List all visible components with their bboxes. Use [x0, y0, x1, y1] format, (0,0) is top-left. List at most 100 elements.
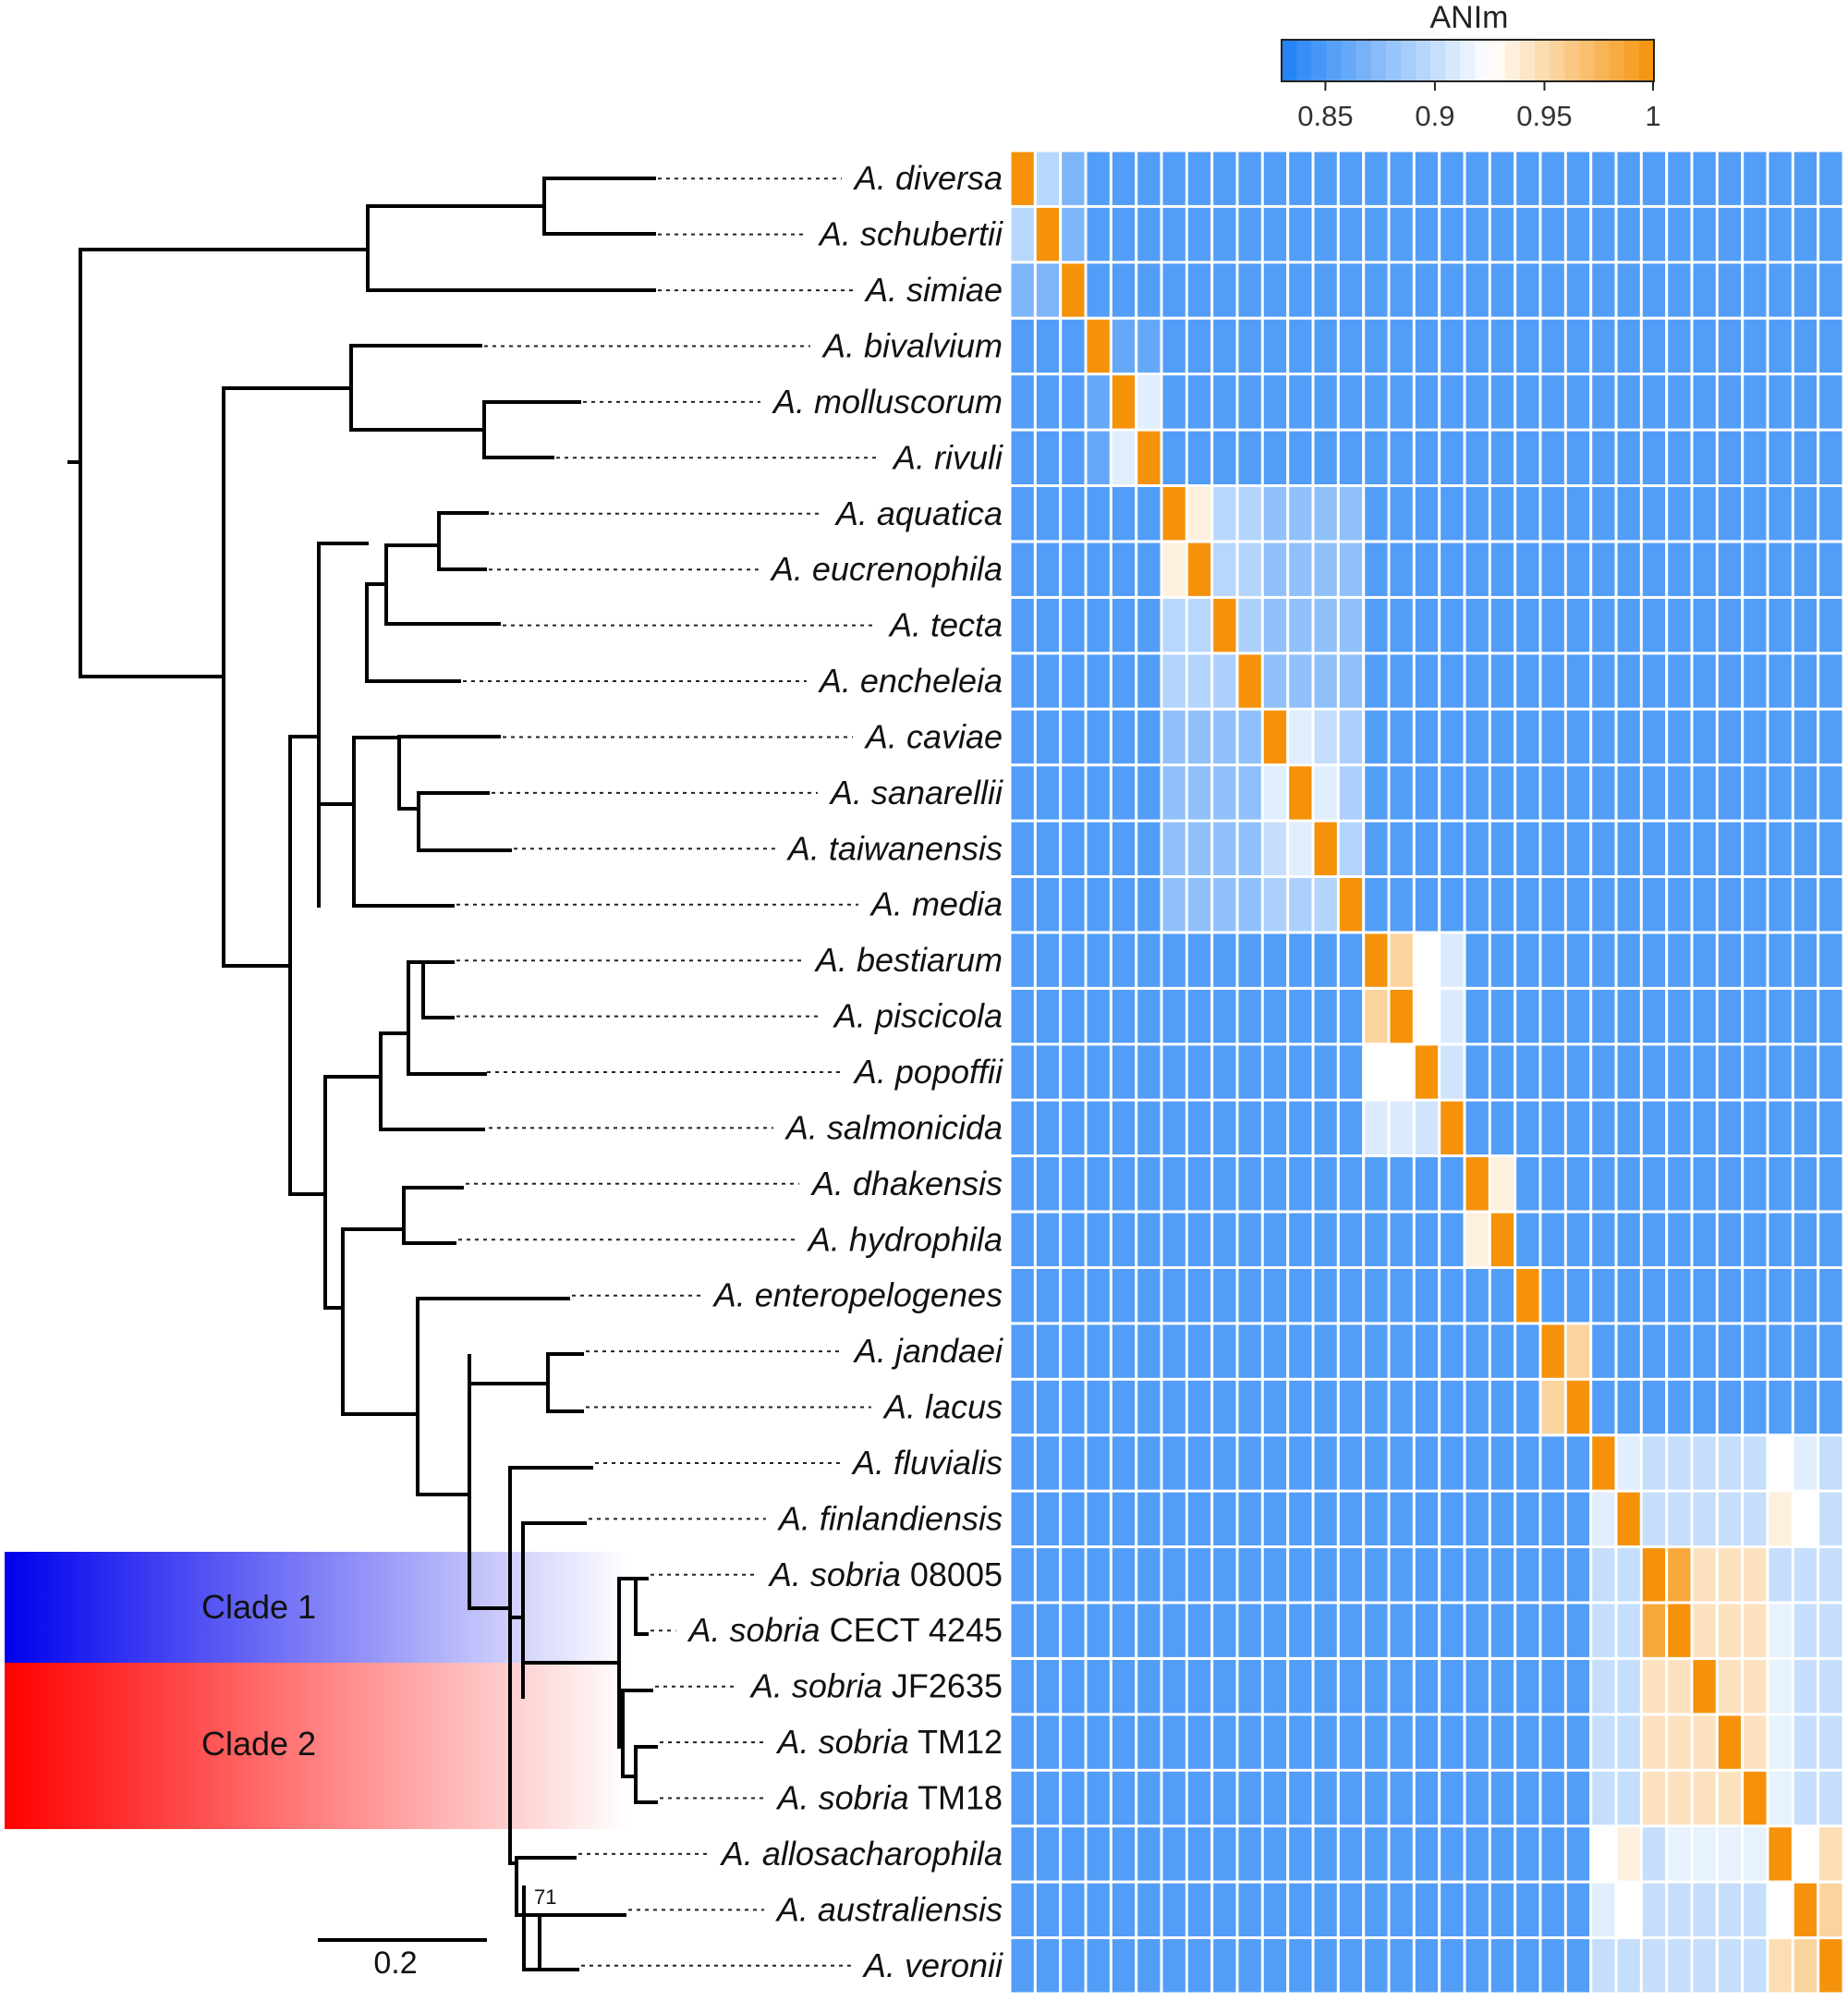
- heatmap-cell: [1693, 319, 1716, 373]
- heatmap-cell: [1693, 1101, 1716, 1155]
- heatmap-cell: [1263, 1101, 1287, 1155]
- heatmap-cell: [1112, 1101, 1136, 1155]
- heatmap-cell: [1238, 598, 1261, 653]
- heatmap-cell: [1718, 598, 1742, 653]
- heatmap-cell: [1289, 1436, 1312, 1490]
- taxon-label: A. lacus: [882, 1388, 1003, 1426]
- heatmap-cell: [1087, 654, 1110, 708]
- heatmap-cell: [1541, 989, 1564, 1043]
- heatmap-cell: [1213, 1939, 1236, 1993]
- heatmap-cell: [1465, 1380, 1489, 1434]
- heatmap-cell: [1062, 1604, 1085, 1657]
- heatmap-cell: [1390, 487, 1413, 541]
- heatmap-cell: [1289, 710, 1312, 764]
- heatmap-cell: [1062, 1436, 1085, 1490]
- tree-branch-main: [222, 735, 292, 1196]
- heatmap-cell: [1162, 710, 1185, 764]
- heatmap-cell: [1592, 989, 1615, 1043]
- heatmap-cell: [1365, 1045, 1388, 1099]
- heatmap-cell: [1112, 1213, 1136, 1266]
- heatmap-cell: [1465, 1660, 1489, 1714]
- heatmap-cell: [1365, 1324, 1388, 1378]
- heatmap-cell: [1289, 1939, 1312, 1993]
- heatmap-cell: [1263, 1827, 1287, 1881]
- heatmap-cell: [1793, 1045, 1818, 1099]
- heatmap-cell: [1769, 207, 1792, 262]
- heatmap-cell: [1238, 1213, 1261, 1266]
- heatmap-cell: [1112, 766, 1136, 820]
- heatmap-cell: [1465, 375, 1489, 429]
- heatmap-cell: [1263, 1771, 1287, 1825]
- heatmap-cell: [1011, 1939, 1034, 1993]
- heatmap-cell: [1465, 1492, 1489, 1546]
- heatmap-cell: [1062, 1101, 1085, 1155]
- heatmap-cell: [1465, 878, 1489, 932]
- heatmap-cell: [1162, 766, 1185, 820]
- heatmap-cell: [1314, 263, 1337, 317]
- heatmap-cell: [1441, 766, 1464, 820]
- heatmap-cell: [1087, 598, 1110, 653]
- clade-1-label: Clade 1: [201, 1588, 316, 1626]
- heatmap-cell: [1516, 1157, 1539, 1211]
- heatmap-cell: [1415, 1827, 1439, 1881]
- tree-branch-aquatica-group: [317, 542, 461, 683]
- heatmap-cell: [1541, 1715, 1564, 1769]
- heatmap-cell: [1592, 1157, 1615, 1211]
- heatmap-cell: [1137, 487, 1161, 541]
- heatmap-cell: [1011, 207, 1034, 262]
- heatmap-cell: [1289, 766, 1312, 820]
- heatmap-cell: [1592, 543, 1615, 596]
- heatmap-cell: [1541, 431, 1564, 484]
- heatmap-cell: [1693, 654, 1716, 708]
- colorbar-swatches: [1282, 40, 1655, 81]
- heatmap-cell: [1289, 1213, 1312, 1266]
- heatmap-cell: [1718, 1660, 1742, 1714]
- taxon-name: A. popoffii: [853, 1053, 1003, 1091]
- heatmap-cell: [1693, 1604, 1716, 1657]
- heatmap-cell: [1718, 375, 1742, 429]
- heatmap-cell: [1036, 152, 1060, 205]
- heatmap-cell: [1187, 710, 1211, 764]
- heatmap-cell: [1314, 1939, 1337, 1993]
- heatmap-cell: [1087, 1045, 1110, 1099]
- heatmap-cell: [1617, 1492, 1640, 1546]
- heatmap-cell: [1137, 1101, 1161, 1155]
- tree-branch-enteropelogenes-group: [341, 1297, 570, 1496]
- heatmap-cell: [1465, 1213, 1489, 1266]
- taxon-name: A. finlandiensis: [777, 1499, 1003, 1537]
- heatmap-cell: [1516, 263, 1539, 317]
- heatmap-cell: [1162, 1604, 1185, 1657]
- heatmap-cell: [1516, 1939, 1539, 1993]
- scale-bar: 0.2: [318, 1938, 487, 1981]
- heatmap-cell: [1390, 1492, 1413, 1546]
- heatmap-cell: [1213, 933, 1236, 987]
- heatmap-cell: [1819, 766, 1842, 820]
- heatmap-cell: [1441, 1883, 1464, 1937]
- heatmap-cell: [1087, 1939, 1110, 1993]
- heatmap-cell: [1693, 1324, 1716, 1378]
- heatmap-cell: [1566, 1380, 1590, 1434]
- heatmap-cell: [1137, 207, 1161, 262]
- heatmap-cell: [1213, 431, 1236, 484]
- tree-branch-caviae-trio: [352, 735, 512, 852]
- heatmap-cell: [1465, 431, 1489, 484]
- heatmap-cell: [1441, 319, 1464, 373]
- colorbar-swatch: [1296, 40, 1312, 81]
- heatmap-cell: [1415, 1045, 1439, 1099]
- heatmap-cell: [1213, 1604, 1236, 1657]
- heatmap-cell: [1541, 319, 1564, 373]
- colorbar-swatch: [1326, 40, 1342, 81]
- taxon-name: A. enteropelogenes: [712, 1276, 1003, 1314]
- heatmap-cell: [1693, 152, 1716, 205]
- heatmap-cell: [1112, 543, 1136, 596]
- heatmap-cell: [1314, 1604, 1337, 1657]
- heatmap-cell: [1263, 207, 1287, 262]
- heatmap-cell: [1769, 1380, 1792, 1434]
- heatmap-cell: [1390, 1548, 1413, 1602]
- heatmap-cell: [1087, 487, 1110, 541]
- heatmap-cell: [1541, 1883, 1564, 1937]
- tree-branch-molluscorum-rivuli: [349, 400, 581, 459]
- heatmap-cell: [1465, 1269, 1489, 1323]
- heatmap-cell: [1162, 1548, 1185, 1602]
- taxon-name: A. simiae: [864, 271, 1003, 309]
